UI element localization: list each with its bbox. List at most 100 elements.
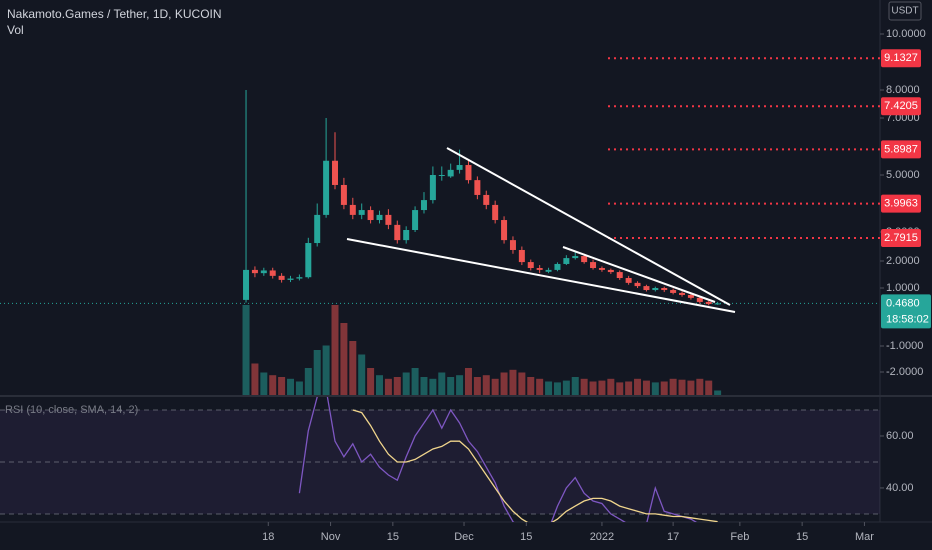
volume-bar <box>278 377 286 395</box>
y-tick-label: 1.0000 <box>886 282 920 294</box>
candle-body <box>332 160 339 185</box>
trend-line <box>446 147 731 306</box>
trend-line <box>346 238 736 313</box>
volume-bar <box>464 368 472 395</box>
level-badge <box>881 49 921 68</box>
candle-body <box>634 282 641 287</box>
candle-body <box>447 169 454 177</box>
candle-body <box>607 269 614 273</box>
candle-body <box>296 277 303 279</box>
x-tick-label: Mar <box>855 531 874 543</box>
level-label: 5.8987 <box>884 143 918 155</box>
candle-body <box>340 184 347 205</box>
volume-bar <box>358 354 366 395</box>
volume-bar <box>616 382 624 395</box>
candle-body <box>509 240 516 250</box>
volume-bar <box>384 378 392 395</box>
volume-bar <box>625 381 633 395</box>
x-tick-label: 17 <box>667 531 679 543</box>
chart-title: Nakamoto.Games / Tether, 1D, KUCOIN <box>7 7 222 21</box>
candle-body <box>670 290 677 293</box>
candle-body <box>251 269 258 274</box>
candle-body <box>714 303 721 305</box>
volume-bar <box>571 377 579 395</box>
candle-body <box>625 278 632 283</box>
candle-body <box>661 288 668 291</box>
candle-body <box>536 268 543 270</box>
candle-body <box>545 269 552 272</box>
candle-body <box>278 275 285 280</box>
level-badge <box>881 97 921 116</box>
volume-bar <box>251 363 259 395</box>
volume-bar <box>678 379 686 395</box>
level-label: 7.4205 <box>884 100 918 112</box>
volume-bar <box>269 375 277 395</box>
candle-body <box>412 210 419 231</box>
volume-bar <box>447 377 455 395</box>
candle-body <box>501 220 508 241</box>
candle-body <box>590 262 597 269</box>
candle-body <box>438 175 445 176</box>
volume-bar <box>375 375 383 395</box>
volume-bar <box>331 305 339 395</box>
rsi-lines <box>298 397 718 522</box>
candle-body <box>705 301 712 304</box>
candle-body <box>243 269 250 300</box>
volume-bar <box>491 378 499 395</box>
volume-bar <box>482 375 490 395</box>
volume-bar <box>420 377 428 395</box>
candle-body <box>269 270 276 276</box>
volume-bar <box>260 372 268 395</box>
x-tick-label: 15 <box>387 531 399 543</box>
candle-body <box>420 200 427 211</box>
candle-body <box>305 243 312 278</box>
volume-bar <box>589 381 597 395</box>
volume-bar <box>411 368 419 395</box>
candle-body <box>483 194 490 205</box>
candle-body <box>696 297 703 302</box>
y-tick-label: -2.0000 <box>886 366 923 378</box>
candle-body <box>429 175 436 201</box>
volume-bar <box>340 323 348 395</box>
candle-body <box>518 249 525 263</box>
x-tick-label: 15 <box>520 531 532 543</box>
candle-body <box>314 214 321 244</box>
volume-bar <box>509 369 517 395</box>
currency-badge <box>888 1 922 21</box>
candle-body <box>474 180 481 195</box>
level-badge <box>881 140 921 159</box>
currency-label: USDT <box>891 6 918 17</box>
candle-body <box>349 204 356 215</box>
indicator-label: RSI (10, close, SMA, 14, 2) <box>5 404 138 416</box>
candle-body <box>456 165 463 170</box>
candle-body <box>323 160 330 215</box>
volume-bar <box>473 377 481 395</box>
volume-bar <box>634 378 642 395</box>
volume-bar <box>287 378 295 395</box>
candle-body <box>554 263 561 270</box>
candle-body <box>287 278 294 280</box>
volume-bar <box>304 368 312 395</box>
candle-body <box>572 256 579 259</box>
volume-bar <box>518 372 526 395</box>
volume-bar <box>607 378 615 395</box>
volume-bar <box>393 377 401 395</box>
volume-bar <box>242 305 250 395</box>
candle-body <box>679 292 686 295</box>
volume-bar <box>642 380 650 395</box>
rsi-tick-label: 60.00 <box>886 430 914 442</box>
level-label: 3.9963 <box>884 198 918 210</box>
volume-bar <box>580 378 588 395</box>
volume-bar <box>500 372 508 395</box>
candle-body <box>687 294 694 298</box>
volume-bar <box>429 378 437 395</box>
volume-bar <box>367 368 375 395</box>
volume-bar <box>562 380 570 395</box>
y-tick-label: 2.0000 <box>886 255 920 267</box>
volume-bar <box>295 381 303 395</box>
candle-body <box>260 270 267 274</box>
candle-body <box>492 204 499 221</box>
x-tick-label: 18 <box>262 531 274 543</box>
rsi-tick-label: 40.00 <box>886 482 914 494</box>
candle-body <box>652 288 659 291</box>
